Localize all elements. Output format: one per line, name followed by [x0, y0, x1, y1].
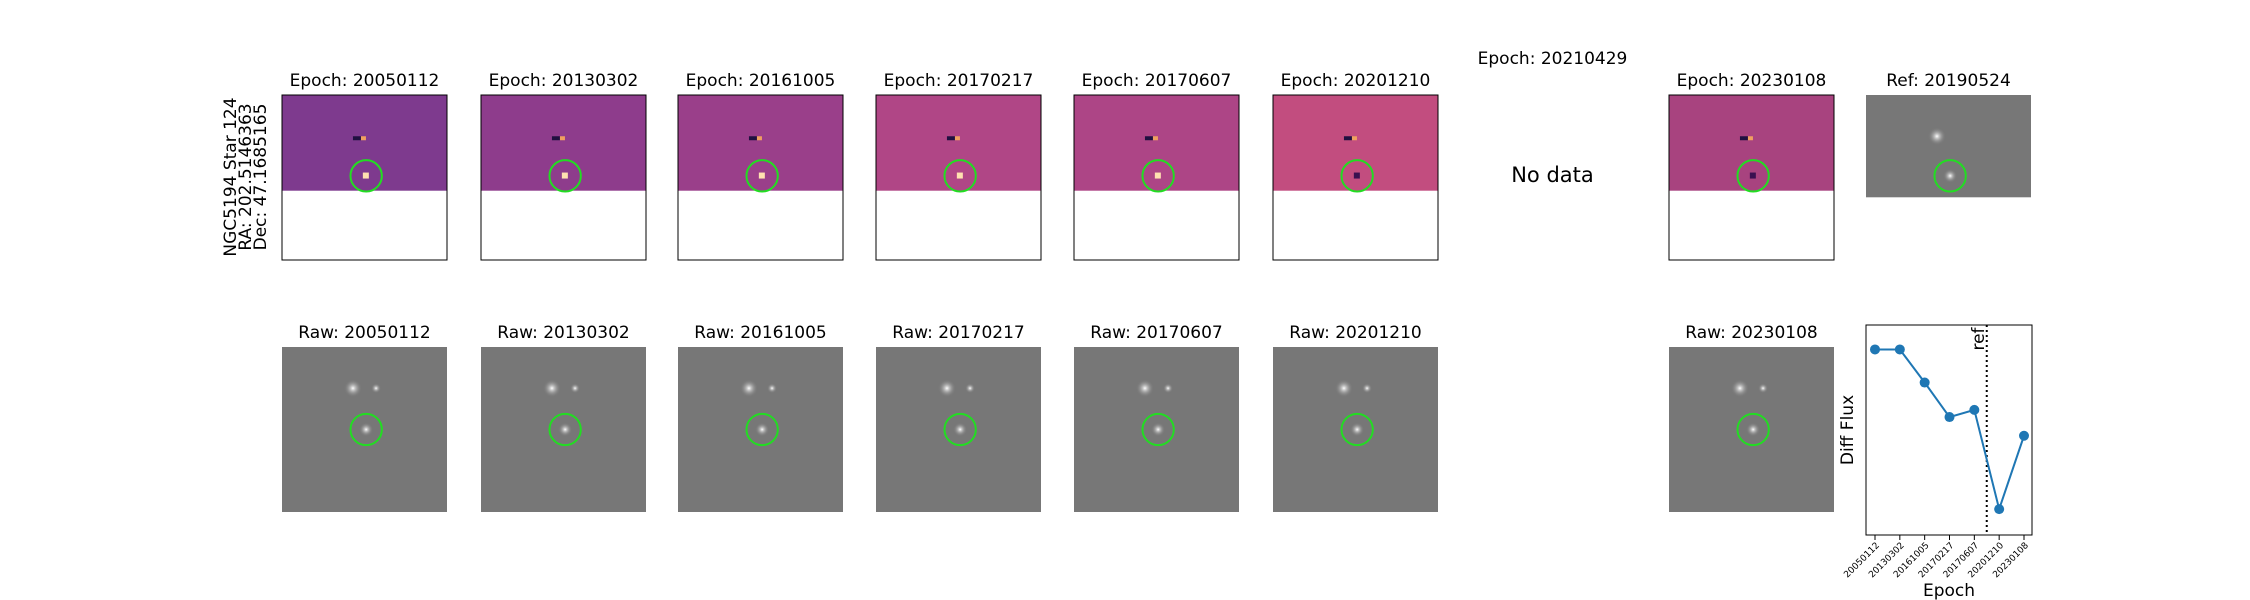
dipole-bright: [360, 136, 366, 141]
panel-frame: [1272, 94, 1439, 261]
panel-title: Epoch: 20210429: [1478, 49, 1628, 69]
panel-title: Epoch: 20201210: [1281, 71, 1431, 91]
data-point: [1944, 412, 1955, 423]
star: [1927, 127, 1946, 146]
star: [359, 422, 374, 437]
ref-label: ref: [1969, 326, 1989, 350]
aperture: [1141, 412, 1175, 447]
dipole-dark: [1739, 136, 1748, 141]
panel-title: Raw: 20050112: [298, 323, 431, 343]
star: [1135, 379, 1154, 398]
dipole-dark: [1343, 136, 1352, 141]
aperture: [349, 412, 383, 447]
data-point: [1894, 344, 1905, 355]
dipole-bright: [559, 136, 565, 141]
star: [1334, 379, 1353, 398]
dipole-dark: [946, 136, 955, 141]
dipole-bright: [756, 136, 762, 141]
target-pixel: [758, 172, 765, 179]
star: [1730, 379, 1749, 398]
panel-frame: [875, 94, 1042, 261]
panel-title: Ref: 20190524: [1886, 71, 2011, 91]
aperture: [745, 159, 779, 193]
star: [739, 379, 758, 398]
star: [371, 383, 382, 394]
target-pixel: [1749, 172, 1756, 179]
panel-title: Epoch: 20130302: [489, 71, 639, 91]
target-pixel: [1154, 172, 1161, 179]
dipole-bright: [954, 136, 960, 141]
dipole-bright: [1351, 136, 1357, 141]
panel-title: Raw: 20161005: [694, 323, 827, 343]
data-point: [1870, 344, 1880, 355]
panel-title: Epoch: 20230108: [1677, 71, 1827, 91]
panel-title: Epoch: 20050112: [290, 71, 440, 91]
series-line: [1875, 348, 2025, 513]
panel-title: Raw: 20230108: [1685, 323, 1818, 343]
star: [1943, 168, 1958, 183]
aperture: [1141, 159, 1175, 193]
aperture: [548, 159, 582, 193]
dipole-dark: [352, 136, 361, 141]
star: [1362, 383, 1373, 394]
star: [1350, 422, 1365, 437]
star: [570, 383, 581, 394]
aperture: [1736, 159, 1770, 193]
star: [755, 422, 770, 437]
panel-title: Epoch: 20170607: [1082, 71, 1232, 91]
panel-frame: [1668, 94, 1835, 261]
star: [1151, 422, 1166, 437]
target-pixel: [362, 172, 369, 179]
dipole-dark: [748, 136, 757, 141]
panel-frame: [1073, 94, 1240, 261]
target-pixel: [561, 172, 568, 179]
data-point: [1919, 377, 1930, 388]
star: [558, 422, 573, 437]
data-point: [1969, 404, 1980, 415]
axes-frame: [1865, 324, 2033, 536]
aperture: [349, 159, 383, 193]
target-pixel: [1353, 172, 1360, 179]
star: [965, 383, 976, 394]
aperture: [1340, 412, 1374, 447]
dipole-bright: [1747, 136, 1753, 141]
panel-title: Epoch: 20170217: [884, 71, 1034, 91]
star: [1163, 383, 1174, 394]
star: [767, 383, 778, 394]
panel-title: Raw: 20201210: [1289, 323, 1422, 343]
star: [953, 422, 968, 437]
aperture: [1736, 412, 1770, 447]
aperture: [943, 159, 977, 193]
panel-title: Raw: 20170217: [892, 323, 1025, 343]
star: [1746, 422, 1761, 437]
x-axis-label: Epoch: [1923, 581, 1975, 600]
dipole-dark: [1144, 136, 1153, 141]
panel-title: Raw: 20170607: [1090, 323, 1223, 343]
aperture: [548, 412, 582, 447]
no-data: No data: [1511, 163, 1594, 187]
star: [1758, 383, 1769, 394]
y-axis-label: Diff Flux: [1838, 395, 1858, 465]
panel-frame: [480, 94, 647, 261]
aperture: [745, 412, 779, 447]
dipole-bright: [1152, 136, 1158, 141]
star-label: NGC5194 Star 124: [221, 97, 241, 256]
star: [937, 379, 956, 398]
dipole-dark: [551, 136, 560, 141]
star: [542, 379, 561, 398]
data-point: [1994, 504, 2005, 515]
aperture: [1933, 159, 1967, 193]
panel-title: Epoch: 20161005: [686, 71, 836, 91]
target-pixel: [956, 172, 963, 179]
panel-frame: [281, 94, 448, 261]
aperture: [1340, 159, 1374, 193]
aperture: [943, 412, 977, 447]
star-label: RA: 202.5146363: [236, 103, 256, 250]
panel-title: Raw: 20130302: [497, 323, 630, 343]
star: [343, 379, 362, 398]
data-point: [2019, 430, 2029, 441]
panel-frame: [677, 94, 844, 261]
star-label: Dec: 47.1685165: [251, 104, 271, 251]
